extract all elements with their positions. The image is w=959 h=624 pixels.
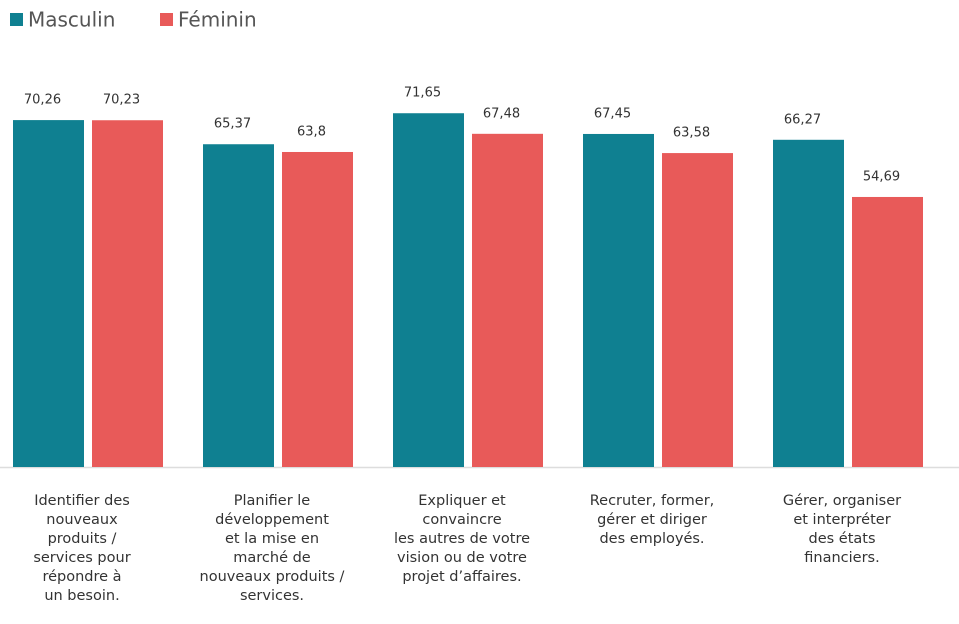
value-label: 63,58 <box>673 126 710 141</box>
legend-swatch <box>10 13 23 26</box>
bar <box>203 144 274 467</box>
bar <box>852 196 923 467</box>
x-tick-label: Planifier le développement et la mise en… <box>199 493 345 604</box>
bar <box>773 139 844 467</box>
legend-label: Féminin <box>178 8 257 32</box>
bar <box>13 120 84 467</box>
value-label: 67,45 <box>594 106 631 121</box>
x-tick-label: Identifier des nouveaux produits / servi… <box>33 493 131 604</box>
x-tick-label: Gérer, organiser et interpréter des état… <box>782 493 902 566</box>
value-label: 70,26 <box>24 93 61 108</box>
bar <box>282 151 353 468</box>
value-label: 70,23 <box>103 93 140 108</box>
value-label: 71,65 <box>404 86 441 101</box>
x-tick-label: Expliquer et convaincre les autres de vo… <box>393 493 531 585</box>
bar <box>662 153 733 468</box>
bar <box>92 120 163 467</box>
legend-swatch <box>160 13 173 26</box>
legend-label: Masculin <box>28 8 115 32</box>
value-label: 63,8 <box>297 124 326 139</box>
bar <box>583 133 654 467</box>
value-label: 54,69 <box>863 169 900 184</box>
x-tick-label: Recruter, former, gérer et diriger des e… <box>589 493 715 547</box>
value-label: 66,27 <box>784 112 821 127</box>
value-label: 65,37 <box>214 117 251 132</box>
bar <box>472 133 543 467</box>
value-label: 67,48 <box>483 106 520 121</box>
bar <box>393 113 464 468</box>
